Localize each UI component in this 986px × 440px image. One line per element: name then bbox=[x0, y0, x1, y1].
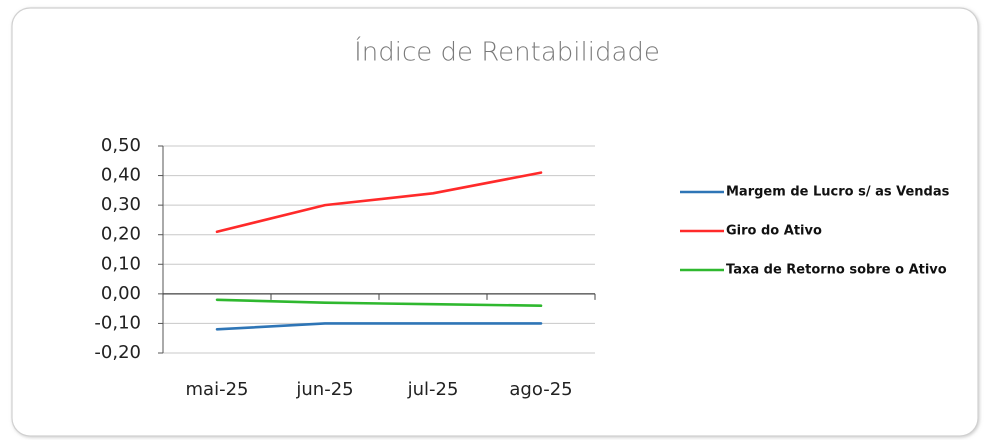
y-tick-label: 0,10 bbox=[101, 253, 141, 274]
y-tick-label: 0,20 bbox=[101, 224, 141, 245]
x-tick-label: jun-25 bbox=[295, 379, 353, 400]
y-tick-label: 0,00 bbox=[101, 283, 141, 304]
x-tick-label: ago-25 bbox=[509, 379, 572, 400]
series-line bbox=[215, 298, 543, 307]
legend-label: Margem de Lucro s/ as Vendas bbox=[726, 185, 950, 200]
legend-label: Taxa de Retorno sobre o Ativo bbox=[726, 263, 947, 278]
y-tick-label: -0,10 bbox=[94, 312, 141, 333]
series-line bbox=[215, 171, 543, 234]
chart-title: Índice de Rentabilidade bbox=[354, 36, 660, 68]
series-line bbox=[215, 322, 543, 331]
x-tick-label: mai-25 bbox=[186, 379, 249, 400]
y-tick-label: 0,30 bbox=[101, 194, 141, 215]
x-tick-label: jul-25 bbox=[407, 379, 459, 400]
y-tick-label: 0,50 bbox=[101, 135, 141, 156]
legend-label: Giro do Ativo bbox=[726, 224, 822, 239]
y-tick-label: -0,20 bbox=[94, 342, 141, 363]
chart-card bbox=[11, 7, 979, 437]
y-tick-label: 0,40 bbox=[101, 165, 141, 186]
